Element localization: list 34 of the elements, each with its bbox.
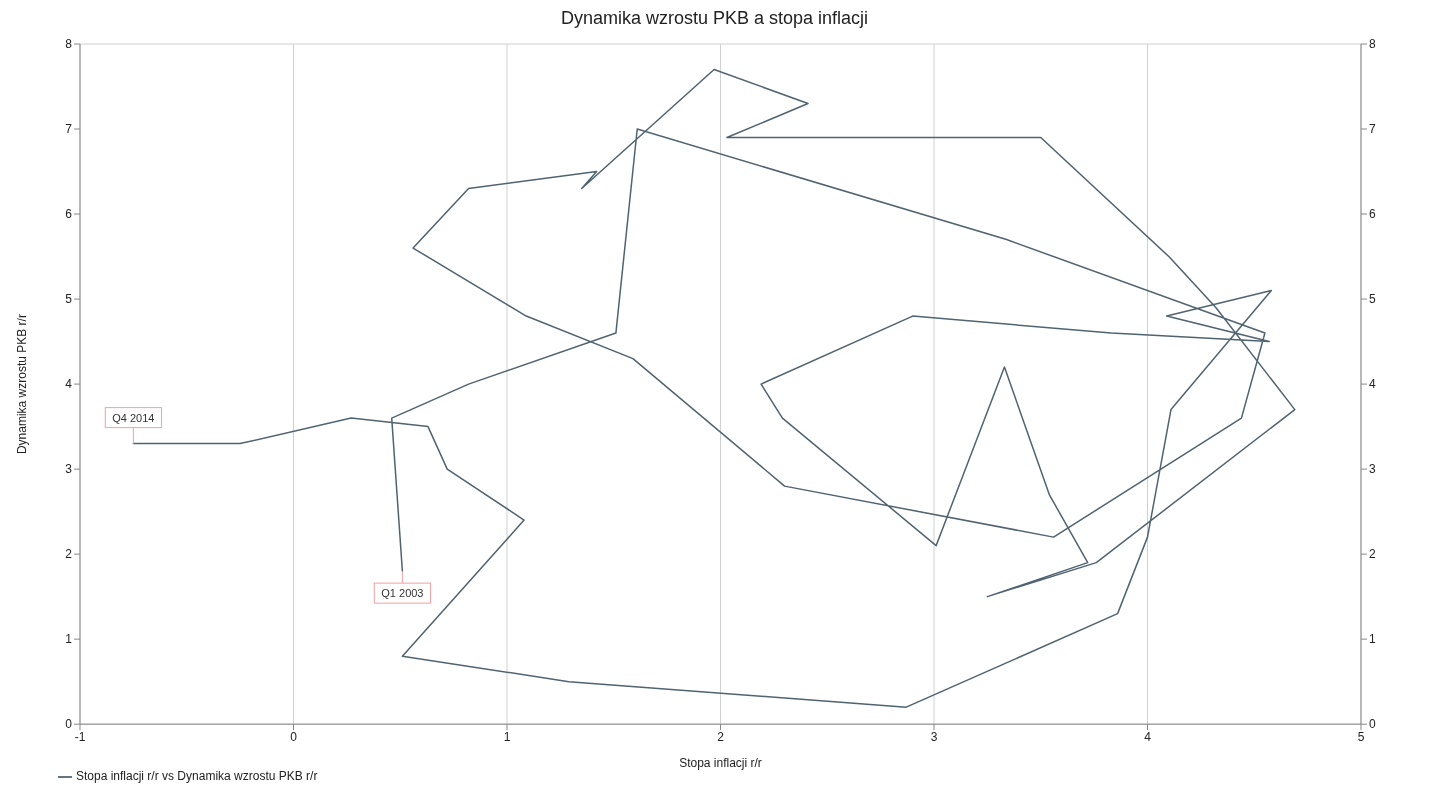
y-tick-label: 0 <box>65 717 73 732</box>
x-tick-label: -1 <box>74 729 86 744</box>
y-tick-label: 6 <box>65 207 73 222</box>
y-tick-label: 1 <box>65 632 73 647</box>
chart-title: Dynamika wzrostu PKB a stopa inflacji <box>559 8 870 30</box>
x-tick-label: 2 <box>717 729 725 744</box>
y2-tick-label: 5 <box>1369 292 1376 307</box>
y2-tick-label: 6 <box>1369 207 1376 222</box>
y-tick-label: 2 <box>65 547 73 562</box>
y-tick-label: 8 <box>65 37 73 52</box>
y2-tick-label: 7 <box>1369 122 1376 137</box>
x-axis-title: Stopa inflacji r/r <box>679 756 762 771</box>
y-tick-label: 7 <box>65 122 73 137</box>
y-tick-label: 4 <box>65 377 73 392</box>
y2-tick-label: 8 <box>1369 37 1376 52</box>
annotation: Q4 2014 <box>112 411 155 424</box>
legend-label: Stopa inflacji r/r vs Dynamika wzrostu PKB r/r <box>76 769 318 784</box>
x-tick-label: 1 <box>503 729 511 744</box>
y2-tick-label: 3 <box>1369 462 1376 477</box>
annotation: Q1 2003 <box>381 587 424 600</box>
y2-tick-label: 4 <box>1369 377 1376 392</box>
y-tick-label: 3 <box>65 462 73 477</box>
line-series <box>132 68 1296 708</box>
x-tick-label: 5 <box>1357 729 1365 744</box>
y2-tick-label: 2 <box>1369 547 1376 562</box>
y2-tick-label: 0 <box>1369 717 1376 732</box>
callout: Q4 2014 <box>104 407 162 445</box>
y-axis-title: Dynamika wzrostu PKB r/r <box>15 314 30 455</box>
y-tick-label: 5 <box>65 292 73 307</box>
x-tick-label: 3 <box>930 729 938 744</box>
x-tick-label: 0 <box>290 729 298 744</box>
callout: Q1 2003 <box>373 570 431 604</box>
x-tick-label: 4 <box>1144 729 1152 744</box>
y2-tick-label: 1 <box>1369 632 1376 647</box>
